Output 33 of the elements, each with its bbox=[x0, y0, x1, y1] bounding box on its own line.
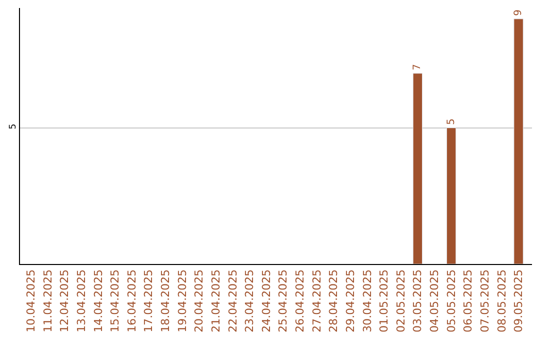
x-tick-label: 17.04.2025 bbox=[142, 269, 156, 332]
x-tick-label: 22.04.2025 bbox=[226, 269, 240, 332]
x-tick-label: 10.04.2025 bbox=[24, 269, 38, 332]
x-tick-label: 13.04.2025 bbox=[74, 269, 88, 332]
x-tick-label: 28.04.2025 bbox=[327, 269, 340, 332]
x-tick-label: 06.05.2025 bbox=[462, 269, 475, 332]
x-tick-label: 18.04.2025 bbox=[159, 269, 172, 332]
data-label: 9 bbox=[513, 10, 524, 16]
x-tick-label: 02.05.2025 bbox=[394, 269, 408, 332]
x-tick-label: 27.04.2025 bbox=[310, 269, 324, 332]
x-tick-label: 25.04.2025 bbox=[276, 269, 290, 332]
x-tick-label: 24.04.2025 bbox=[260, 269, 273, 332]
x-tick-label: 16.04.2025 bbox=[125, 269, 138, 332]
x-tick-label: 19.04.2025 bbox=[176, 269, 189, 332]
data-label: 7 bbox=[412, 64, 424, 70]
x-tick-label: 23.04.2025 bbox=[243, 269, 256, 332]
x-tick-label: 29.04.2025 bbox=[344, 269, 357, 332]
x-tick-label: 11.04.2025 bbox=[41, 269, 54, 332]
x-tick-label: 30.04.2025 bbox=[360, 269, 374, 332]
x-tick-label: 05.05.2025 bbox=[444, 269, 458, 332]
x-tick-label: 12.04.2025 bbox=[58, 269, 72, 332]
x-tick-label: 14.04.2025 bbox=[92, 269, 105, 332]
x-tick-label: 08.05.2025 bbox=[495, 269, 508, 332]
x-tick-label: 20.04.2025 bbox=[192, 269, 206, 332]
x-tick-label: 01.05.2025 bbox=[378, 269, 391, 332]
x-tick-label: 03.05.2025 bbox=[411, 269, 424, 332]
x-tick-label: 07.05.2025 bbox=[478, 269, 492, 332]
x-tick-label: 09.05.2025 bbox=[512, 269, 526, 332]
x-tick-label: 21.04.2025 bbox=[209, 269, 222, 332]
x-tick-label: 26.04.2025 bbox=[294, 269, 307, 332]
x-tick-label: 15.04.2025 bbox=[108, 269, 122, 332]
x-tick-label: 04.05.2025 bbox=[428, 269, 442, 332]
data-label: 5 bbox=[446, 118, 457, 125]
